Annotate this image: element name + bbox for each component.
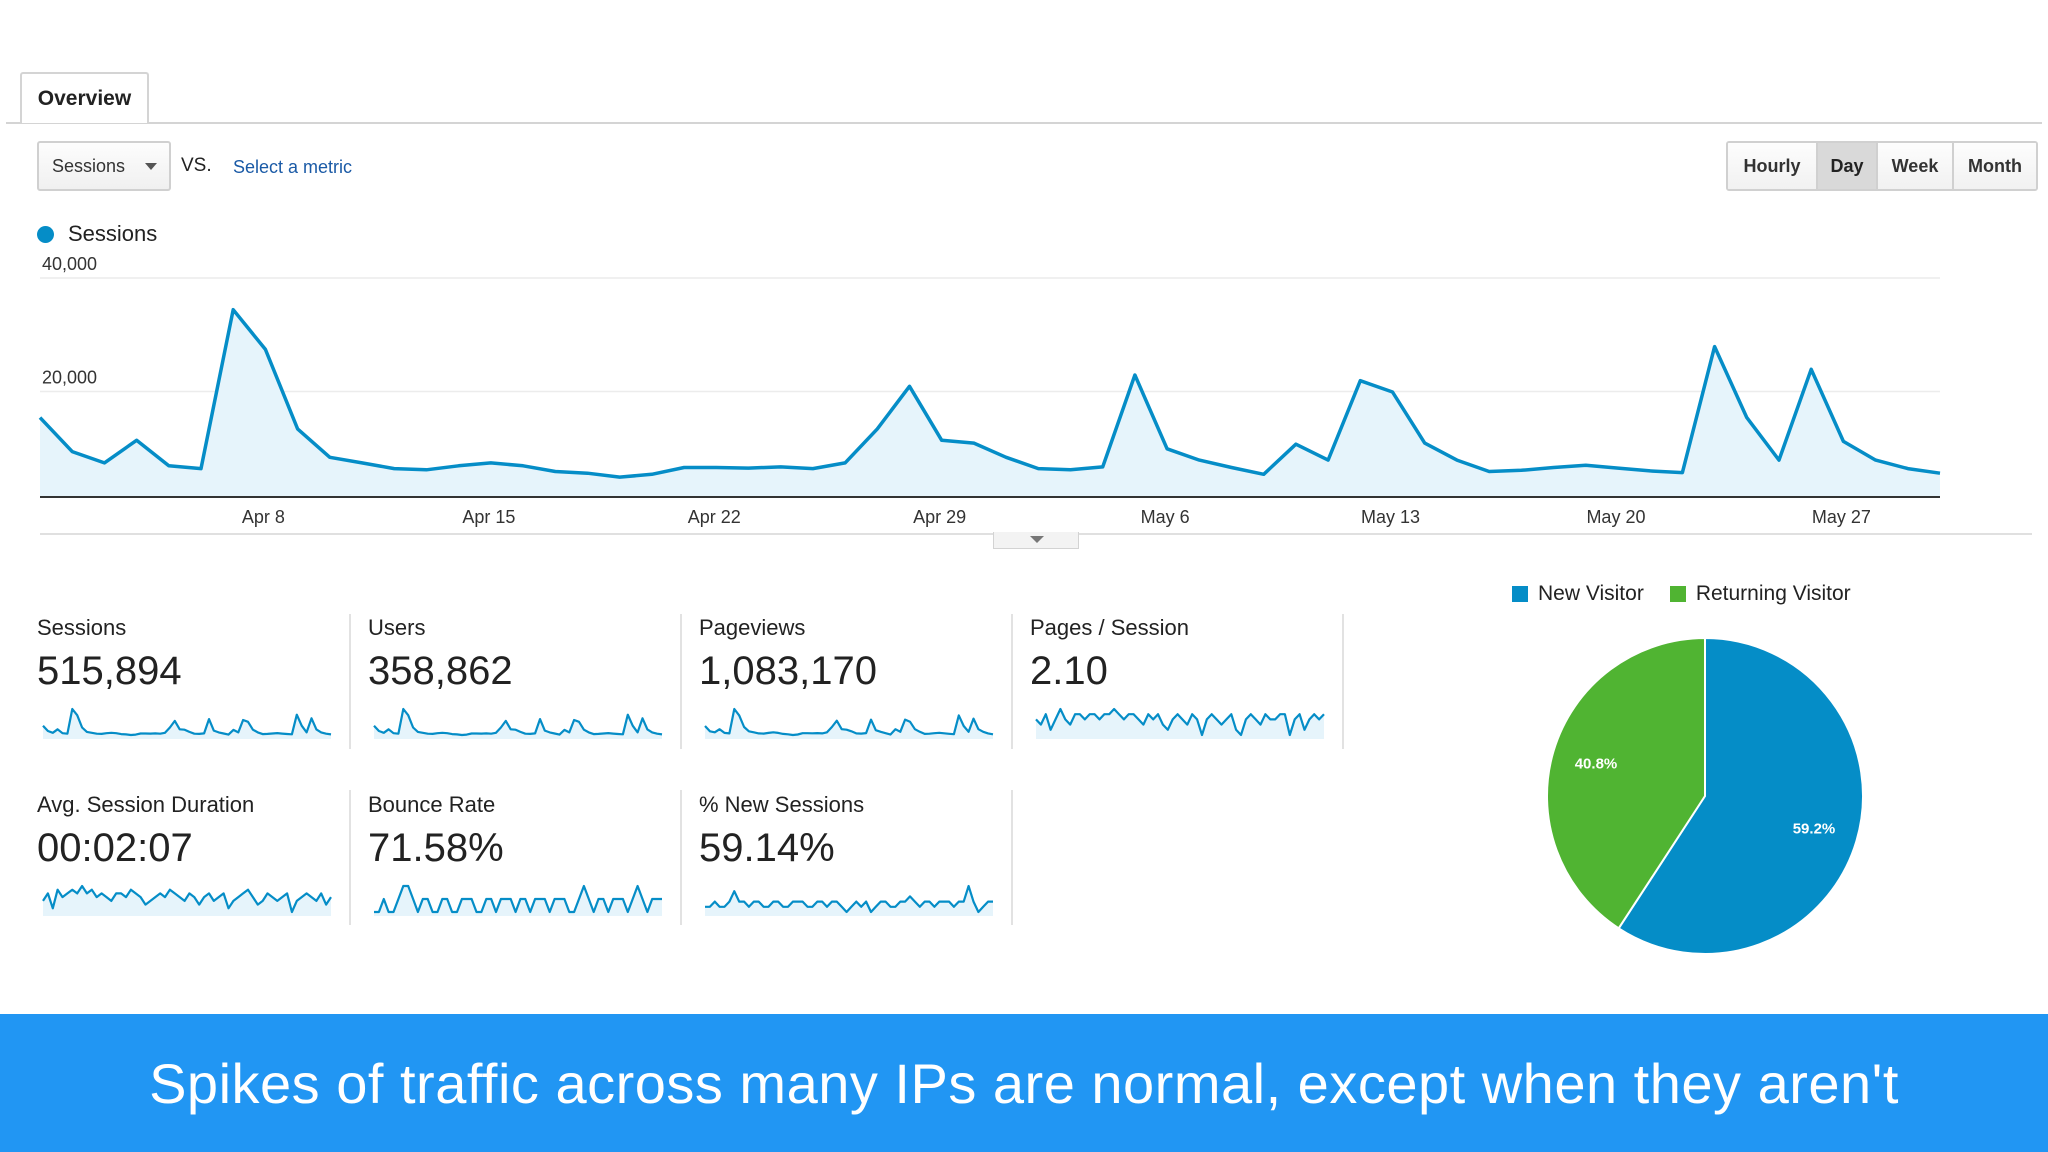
kpi-value: 71.58%	[368, 826, 504, 870]
kpi-sparkline	[1035, 707, 1325, 739]
pie-legend: New Visitor Returning Visitor	[1512, 582, 1877, 606]
sparkline-line	[374, 884, 662, 914]
kpi-label: Pages / Session	[1030, 615, 1189, 640]
sparkline-line	[42, 884, 332, 914]
x-tick-label: Apr 15	[462, 507, 515, 527]
kpi-divider	[349, 790, 351, 925]
kpi-label: Bounce Rate	[368, 792, 496, 817]
kpi-divider	[1011, 614, 1013, 749]
kpi-sparkline	[704, 707, 994, 739]
sparkline-area	[374, 886, 662, 916]
collapse-chart-handle[interactable]	[993, 532, 1079, 549]
chevron-down-icon	[145, 163, 157, 170]
caret-down-icon	[1030, 536, 1044, 543]
kpi-sparkline	[705, 884, 993, 916]
hourly-button[interactable]: Hourly	[1728, 143, 1816, 189]
y-tick-label: 20,000	[42, 368, 97, 388]
legend-label: New Visitor	[1538, 582, 1644, 605]
sessions-area	[40, 309, 1940, 497]
kpi-value: 515,894	[37, 649, 182, 693]
sparkline-line	[42, 707, 332, 737]
primary-metric-label: Sessions	[52, 155, 126, 176]
sparkline-line	[705, 884, 993, 914]
legend-new-visitor[interactable]: New Visitor	[1512, 582, 1644, 606]
select-metric-link[interactable]: Select a metric	[233, 157, 353, 177]
x-tick-label: May 13	[1361, 507, 1420, 527]
kpi-label: Avg. Session Duration	[37, 792, 255, 817]
pie-slice[interactable]	[1617, 636, 1864, 955]
kpi-label: Pageviews	[699, 615, 806, 640]
sessions-legend-label: Sessions	[68, 221, 158, 246]
chart-legend: Sessions	[37, 221, 157, 247]
kpi-sparkline	[374, 884, 662, 916]
y-tick-label: 40,000	[42, 254, 97, 274]
sparkline-line	[373, 707, 663, 737]
kpi-sessions: Sessions 515,894	[37, 615, 337, 765]
x-tick-label: Apr 22	[688, 507, 741, 527]
kpi-pageviews: Pageviews 1,083,170	[699, 615, 999, 765]
kpi-value: 2.10	[1030, 649, 1108, 693]
legend-swatch	[1512, 586, 1528, 602]
kpi-value: 1,083,170	[699, 649, 877, 693]
sparkline-area	[705, 886, 993, 916]
pie-slice-label: 40.8%	[1575, 756, 1618, 773]
pie-slice-label: 59.2%	[1793, 820, 1836, 837]
tab-bar-border	[6, 122, 2042, 124]
sparkline-line	[704, 707, 994, 737]
vs-label: VS.	[181, 155, 212, 176]
granularity-toggle: Hourly Day Week Month	[1726, 141, 2038, 191]
caption-banner: Spikes of traffic across many IPs are no…	[0, 1014, 2048, 1152]
kpi-value: 358,862	[368, 649, 513, 693]
week-button[interactable]: Week	[1876, 143, 1952, 189]
tab-overview[interactable]: Overview	[20, 72, 149, 123]
kpi-divider	[680, 790, 682, 925]
kpi-users: Users 358,862	[368, 615, 668, 765]
day-button[interactable]: Day	[1816, 143, 1876, 189]
kpi-label: Sessions	[37, 615, 127, 640]
sparkline-area	[43, 886, 331, 916]
kpi-label: Users	[368, 615, 426, 640]
primary-metric-dropdown[interactable]: Sessions	[37, 141, 171, 191]
legend-returning-visitor[interactable]: Returning Visitor	[1669, 582, 1851, 606]
legend-swatch	[1669, 586, 1686, 602]
kpi-sparkline	[373, 707, 663, 739]
x-tick-label: May 20	[1586, 507, 1645, 527]
legend-label: Returning Visitor	[1695, 582, 1851, 605]
kpi-bounce-rate: Bounce Rate 71.58%	[368, 792, 668, 942]
kpi-pages-per-session: Pages / Session 2.10	[1030, 615, 1330, 765]
kpi-new-sessions: % New Sessions 59.14%	[699, 792, 999, 942]
sparkline-line	[1035, 707, 1325, 737]
sessions-legend-dot	[37, 225, 54, 243]
sessions-line	[38, 307, 1941, 479]
pie-slice[interactable]	[1546, 636, 1706, 930]
kpi-divider	[680, 614, 682, 749]
kpi-divider	[349, 614, 351, 749]
kpi-value: 00:02:07	[37, 826, 193, 870]
kpi-sparkline	[42, 707, 332, 739]
kpi-label: % New Sessions	[699, 792, 865, 817]
kpi-divider	[1011, 790, 1013, 925]
kpi-sparkline	[42, 884, 332, 916]
caption-text: Spikes of traffic across many IPs are no…	[149, 1051, 1899, 1115]
kpi-divider	[1342, 614, 1344, 749]
x-tick-label: Apr 29	[913, 507, 966, 527]
month-button[interactable]: Month	[1952, 143, 2036, 189]
x-tick-label: May 27	[1812, 507, 1871, 527]
visitor-pie-chart: 59.2% 40.8%	[1546, 636, 1864, 955]
x-tick-label: Apr 8	[242, 507, 285, 527]
kpi-value: 59.14%	[699, 826, 835, 870]
x-tick-label: May 6	[1141, 507, 1190, 527]
sessions-line-chart: 40,000 20,000 Apr 8 Apr 15 Apr 22 Apr 29 May …	[38, 254, 1941, 527]
kpi-avg-session-duration: Avg. Session Duration 00:02:07	[37, 792, 337, 942]
